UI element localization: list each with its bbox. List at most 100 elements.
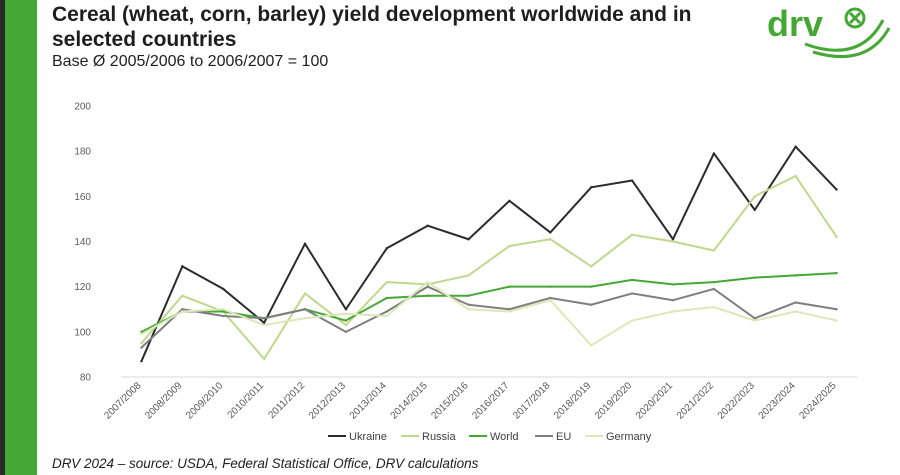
data-point [140,359,143,363]
x-tick-label: 2011/2012 [266,380,307,421]
x-tick-label: 2008/2009 [143,380,185,422]
x-tick-label: 2016/2017 [470,380,512,422]
data-point [590,303,593,306]
data-point [549,299,552,302]
legend-label: Germany [606,431,652,443]
data-point [344,312,348,315]
data-point [181,310,184,313]
data-point [181,265,184,268]
data-point [181,308,184,311]
data-point [262,357,266,361]
data-point [671,240,675,243]
x-tick-label: 2017/2018 [511,380,553,422]
x-tick-label: 2012/2013 [307,380,349,422]
data-point [303,308,307,311]
data-point [671,238,675,241]
data-point [794,145,797,148]
data-point [590,285,593,288]
x-axis: 2007/2008 2008/2009 2009/2010 2010/2011 2011… [102,380,839,422]
data-point [385,310,388,313]
data-point [344,330,348,334]
data-point [140,330,143,334]
data-point [712,249,716,252]
data-point [508,244,511,248]
data-point [712,305,716,309]
data-point [344,323,348,327]
data-point [508,308,511,311]
y-axis: 80 100 120 140 160 180 200 [74,102,91,384]
data-point [712,280,716,284]
data-point [835,308,838,311]
data-point [549,231,552,234]
source-note: DRV 2024 – source: USDA, Federal Statist… [52,456,479,471]
y-tick-label: 140 [74,237,91,248]
series-line-eu [140,285,837,349]
data-point [385,247,388,250]
x-circle-icon [844,7,866,29]
legend-label: Ukraine [349,431,387,443]
data-point [753,276,756,279]
logo-swoosh [804,19,885,52]
data-point [467,238,470,241]
data-point [630,292,634,295]
x-tick-label: 2009/2010 [184,380,226,422]
legend-label: World [490,431,519,443]
data-point [222,314,225,318]
data-point [344,319,348,322]
page-subtitle: Base Ø 2005/2006 to 2006/2007 = 100 [52,53,329,70]
y-tick-label: 200 [74,102,91,113]
data-point [794,174,797,178]
data-point [426,285,429,288]
y-tick-label: 100 [74,327,91,338]
x-tick-label: 2023/2024 [757,380,799,422]
data-point [140,332,143,336]
legend: Ukraine Russia World EU Germany [328,431,652,443]
x-tick-label: 2010/2011 [226,380,267,421]
data-point [794,310,797,313]
data-point [467,303,470,306]
y-tick-label: 160 [74,192,91,203]
data-point [549,296,552,300]
data-point [426,280,429,284]
page-title: Cereal (wheat, corn, barley) yield devel… [52,3,692,51]
x-tick-label: 2020/2021 [634,380,676,422]
series-lines [140,145,838,363]
x-tick-label: 2015/2016 [429,380,471,422]
legend-label: Russia [422,431,457,443]
data-point [753,317,756,320]
data-point [794,301,797,304]
data-point [467,294,470,297]
data-point [671,283,675,286]
data-point [835,235,838,239]
data-point [508,310,511,313]
data-point [712,287,716,291]
data-point [549,238,552,241]
data-point [835,188,838,191]
data-point [222,287,225,291]
y-tick-label: 120 [74,282,91,293]
data-point [590,265,593,268]
data-point [630,278,634,282]
data-point [549,285,552,288]
data-point [794,274,797,277]
data-point [385,296,388,300]
data-point [426,294,429,297]
drv-logo: drv [765,2,895,62]
data-point [303,317,307,320]
x-tick-label: 2018/2019 [552,380,594,422]
data-point [262,321,266,324]
data-point [303,292,307,295]
left-accent-bar [0,0,37,475]
data-point [590,344,593,347]
data-point [630,233,634,236]
x-tick-label: 2022/2023 [716,380,758,422]
x-tick-label: 2013/2014 [348,380,390,422]
left-edge-strip [0,0,5,475]
data-point [426,224,429,227]
data-point [385,314,388,318]
data-point [181,294,184,297]
data-point [835,319,838,322]
data-point [303,242,307,245]
x-tick-label: 2024/2025 [797,380,839,422]
